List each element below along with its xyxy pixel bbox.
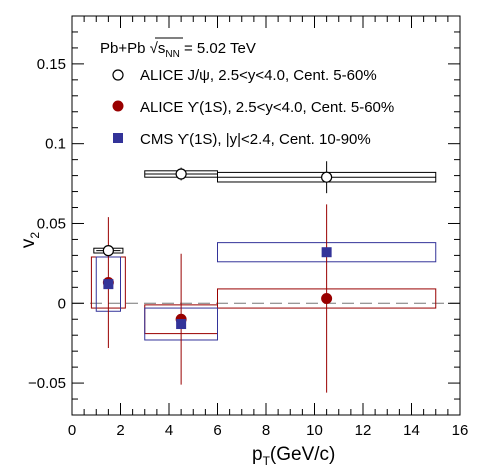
legend-marker-cms-upsilon: [113, 133, 123, 143]
axes-layer: 0 2 4 6 8 10 12 14 16 −0.05 0 0.05 0.1 0.15: [28, 15, 469, 439]
marker-layer: [102, 168, 333, 330]
legend-marker-alice-upsilon: [112, 100, 124, 112]
legend-label-cms-upsilon: CMS ϒ(1S), |y|<2.4, Cent. 10-90%: [140, 131, 371, 148]
legend-marker-alice-jpsi: [112, 69, 124, 81]
series-0-point-1-marker: [175, 168, 187, 180]
legend-header-sub: NN: [165, 49, 179, 60]
series-2-point-1-marker: [176, 319, 187, 330]
series-0-point-0-marker: [102, 245, 114, 257]
x-tick-label: 12: [355, 422, 372, 439]
x-axis-title-main: p: [252, 444, 263, 465]
x-tick-label: 14: [403, 422, 420, 439]
legend: Pb+Pb √sNN = 5.02 TeV ALICE J/ψ, 2.5<y<4…: [100, 37, 394, 148]
y-tick-label: 0: [58, 295, 66, 312]
y-tick-label: −0.05: [28, 375, 66, 392]
x-axis-title-sub: T: [263, 454, 271, 468]
x-tick-label: 6: [213, 422, 221, 439]
y-tick-label: 0.05: [37, 215, 66, 232]
series-0-point-2-marker: [321, 171, 333, 183]
x-tick-label: 4: [165, 422, 173, 439]
series-1-point-2-marker: [321, 292, 333, 304]
x-tick-label: 2: [116, 422, 124, 439]
x-tick-label: 0: [68, 422, 76, 439]
x-tick-label: 16: [452, 422, 469, 439]
y-axis-title-main: v: [18, 238, 39, 248]
x-axis-title-rest: (GeV/c): [270, 444, 335, 465]
legend-label-alice-jpsi: ALICE J/ψ, 2.5<y<4.0, Cent. 5-60%: [140, 67, 377, 84]
legend-header-s: s: [158, 40, 166, 57]
x-tick-label: 10: [306, 422, 323, 439]
series-2-point-0-marker: [103, 279, 114, 290]
legend-header-post: = 5.02 TeV: [180, 40, 256, 57]
y-tick-label: 0.1: [45, 136, 66, 153]
x-tick-label: 8: [262, 422, 270, 439]
y-axis-title: v2: [18, 232, 42, 249]
legend-header: Pb+Pb √sNN = 5.02 TeV: [100, 40, 256, 60]
y-tick-label: 0.15: [37, 56, 66, 73]
legend-label-alice-upsilon: ALICE ϒ(1S), 2.5<y<4.0, Cent. 5-60%: [140, 99, 394, 116]
legend-header-pre: Pb+Pb: [100, 40, 150, 57]
series-2-point-2-marker: [321, 247, 332, 258]
y-axis-title-sub: 2: [28, 232, 42, 239]
legend-header-sqrt: √: [150, 40, 159, 57]
x-axis-title: pT(GeV/c): [252, 444, 335, 468]
